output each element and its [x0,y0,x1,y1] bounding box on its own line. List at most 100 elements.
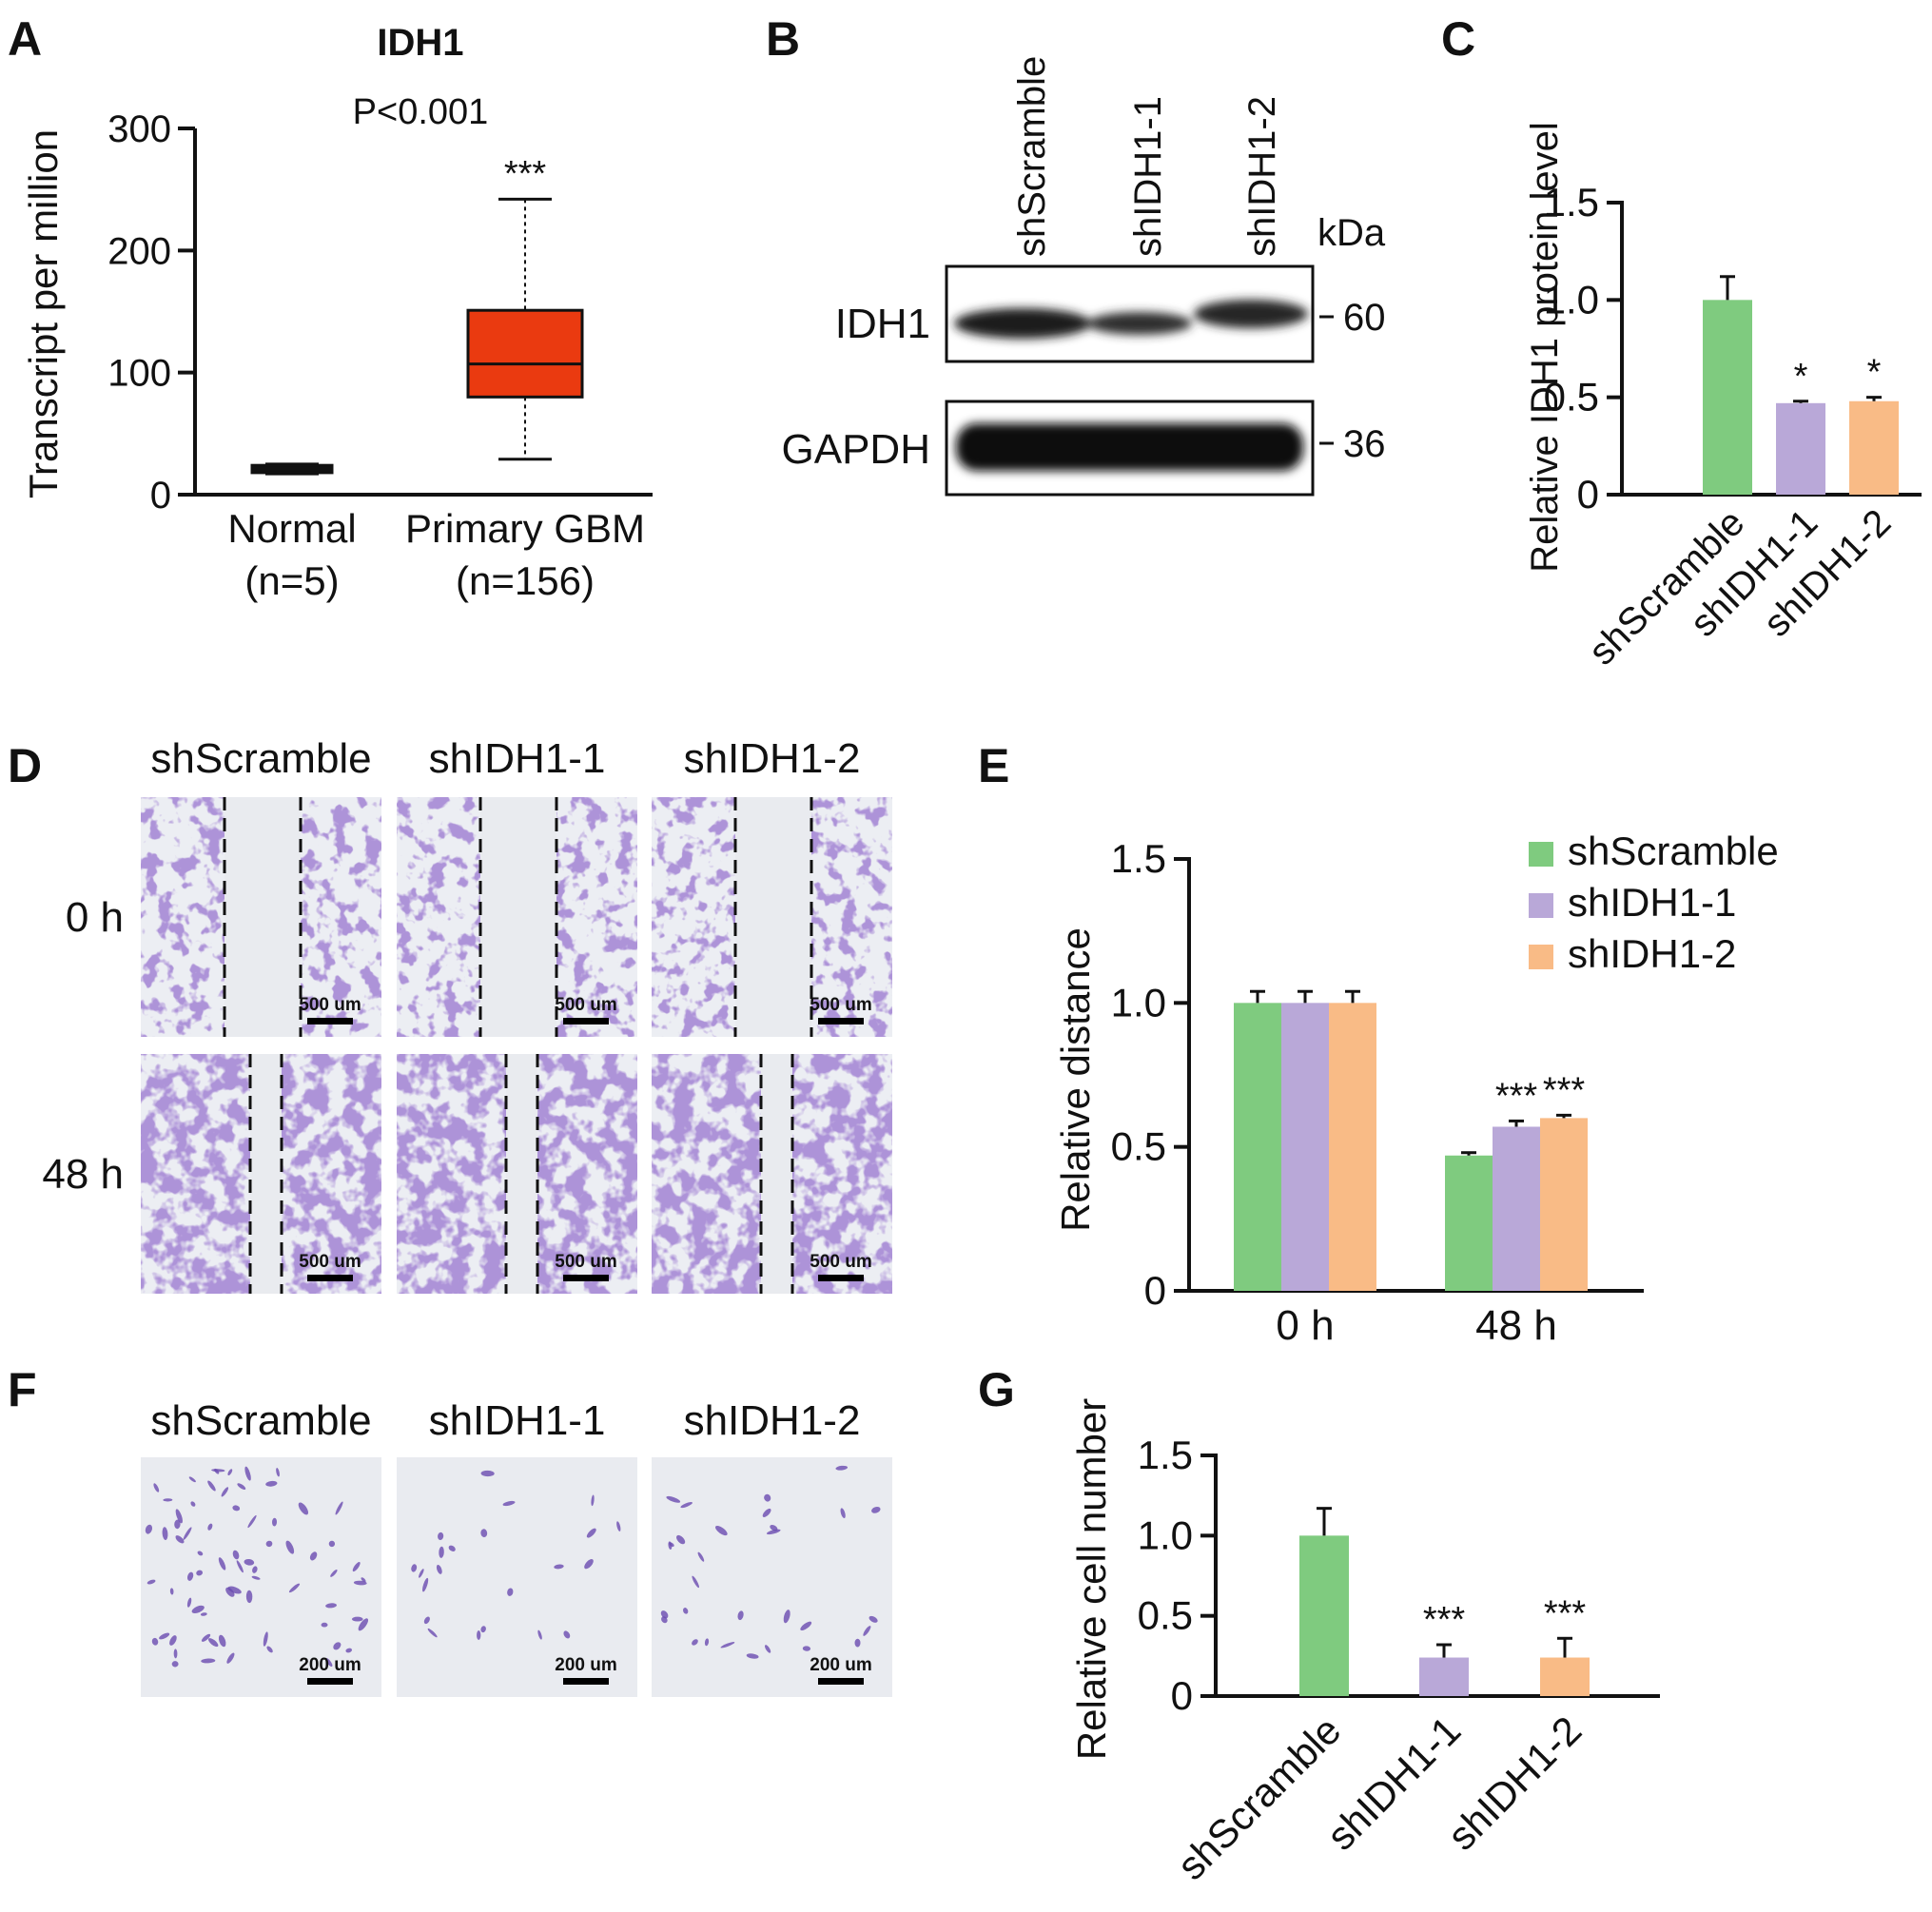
migrated-cell [190,1501,196,1507]
micrograph-background [141,1457,381,1697]
migrated-cell [715,1525,728,1536]
migrated-cell [333,1642,342,1650]
migrated-cell [697,1551,705,1562]
y-tick-label: 1.0 [1111,980,1166,1024]
x-tick-label: 0 h [1276,1302,1334,1349]
row-label: 0 h [66,894,124,941]
scale-bar-label: 200 um [810,1655,871,1675]
micrograph: 500 um [141,1054,381,1294]
y-tick-label: 1.5 [1111,836,1166,881]
migrated-cell [236,1560,244,1573]
legend-swatch [1529,842,1553,867]
migrated-cell [766,1529,781,1535]
migrated-cell [272,1517,278,1527]
migrated-cell [252,1566,258,1573]
micrograph: 500 um [397,797,637,1037]
migrated-cell [586,1528,596,1538]
bar [1445,1155,1493,1291]
migrated-cell [169,1588,174,1595]
scratch-gap [506,1054,537,1294]
scratch-gap [224,797,301,1037]
blot-bands-gapdh [956,423,1303,471]
lane-label-shscramble: shScramble [1011,56,1053,257]
y-tick-label: 0.5 [1138,1593,1193,1638]
migrated-cell [186,1597,192,1608]
scale-bar-label: 500 um [299,1252,361,1272]
migrated-cell [868,1615,878,1623]
column-label: shScramble [150,735,371,782]
y-tick-label: 0 [1171,1673,1193,1718]
marker-60: 60 [1343,297,1386,339]
migrated-cell [330,1570,338,1577]
y-tick-label: 300 [107,108,171,150]
blot-bands-idh1 [954,300,1308,339]
migrated-cell [436,1564,442,1574]
scale-bar [818,1018,864,1024]
scale-bar [307,1678,353,1685]
y-tick-label: 100 [107,353,171,395]
y-tick-label: 0 [1577,472,1599,517]
blot-label-gapdh: GAPDH [782,426,930,473]
bar [1849,400,1899,495]
migrated-cell [244,1466,251,1481]
migrated-cell [802,1646,811,1651]
panel-c: C Relative IDH1 protein level 0 0.5 1.0 1.5… [1441,12,1922,673]
migrated-cell [680,1502,693,1509]
migrated-cell [265,1480,278,1487]
p-value: P<0.001 [353,92,489,132]
micrograph: 200 um [141,1457,381,1697]
y-tick-label: 1.5 [1138,1433,1193,1477]
scale-bar-label: 500 um [555,995,616,1015]
migrated-cell [201,1633,211,1642]
migrated-cell [676,1534,686,1545]
box-iqr [466,308,584,399]
scale-bar-label: 500 um [555,1252,616,1272]
significance-stars: *** [1423,1600,1466,1640]
micrograph: 500 um [652,1054,892,1294]
lane-label-shidh1-2: shIDH1-2 [1241,96,1283,257]
migrated-cell [325,1658,333,1668]
column-label: shIDH1-1 [429,1397,606,1444]
y-tick-label: 0.5 [1111,1124,1166,1169]
migrated-cell [226,1652,235,1664]
migrated-cell [288,1583,301,1593]
migrated-cell [616,1521,621,1532]
panel-letter: A [8,12,42,66]
migrated-cell [188,1476,196,1483]
bar [1776,402,1825,495]
migrated-cell [335,1501,343,1515]
migrated-cell [502,1500,516,1507]
group-label-normal: Normal [227,506,356,551]
x-tick-label: 48 h [1475,1302,1557,1349]
scratch-gap [480,797,556,1037]
migrated-cell [218,1634,226,1648]
migrated-cell [208,1638,219,1648]
micrograph: 500 um [397,1054,637,1294]
migrated-cell [422,1577,429,1592]
bar [1329,1003,1376,1291]
migrated-cell [207,1523,213,1531]
migrated-cell [151,1637,159,1646]
y-tick-label: 200 [107,230,171,272]
kda-label: kDa [1317,212,1386,254]
migrated-cell [720,1642,735,1649]
panel-letter: C [1441,12,1475,66]
migrated-cell [352,1562,361,1572]
y-tick-label: 0.5 [1544,375,1599,419]
y-axis-label: Relative IDH1 protein level [1524,122,1566,573]
migrated-cell [591,1494,595,1507]
migrated-cell [285,1540,295,1554]
migrated-cell [232,1550,240,1560]
migrated-cell [227,1586,242,1594]
migrated-cell [325,1603,337,1609]
migrated-cell [298,1502,309,1515]
scratch-gap [250,1054,282,1294]
migrated-cell [419,1569,424,1578]
panel-a: A IDH1 P<0.001 Transcript per million 0 1… [8,12,653,603]
migrated-cell [214,1468,220,1474]
migrated-cell [661,1616,668,1624]
migrated-cell [183,1527,192,1540]
column-label: shIDH1-1 [429,735,606,782]
bar [1419,1657,1469,1696]
bar [1299,1535,1349,1696]
